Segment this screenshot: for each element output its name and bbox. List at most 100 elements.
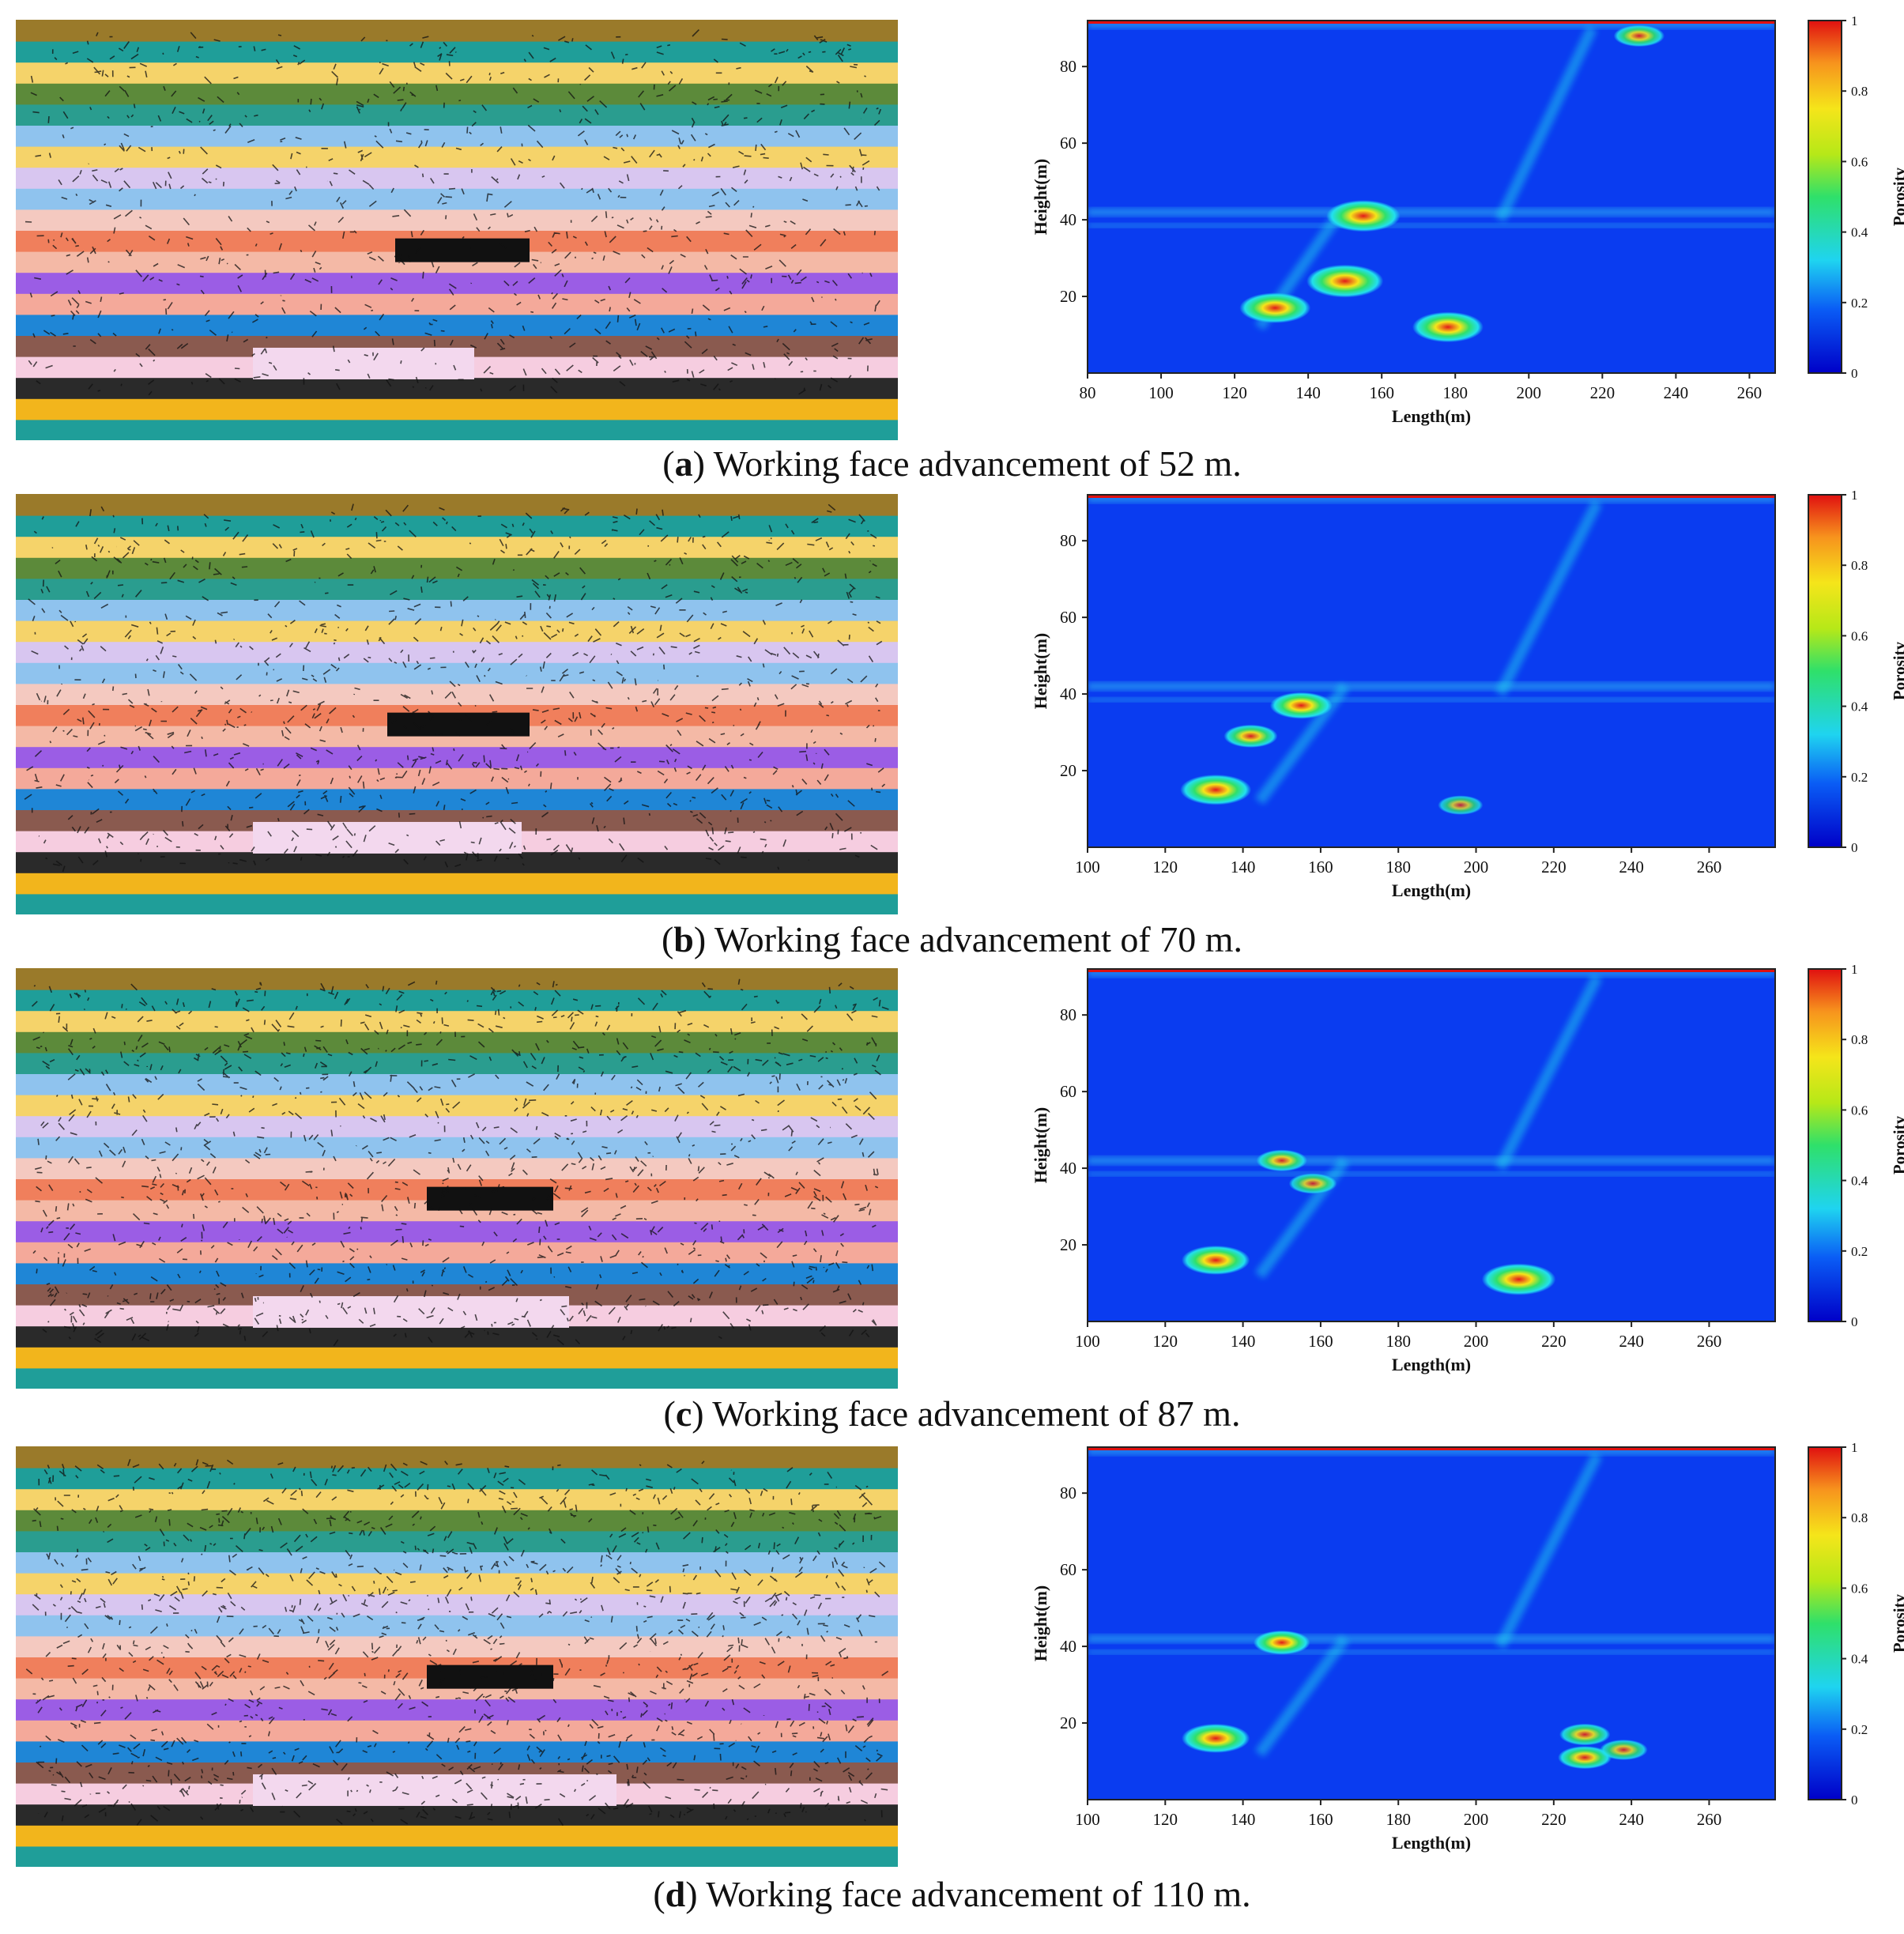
strata-layer — [16, 40, 898, 63]
strata-layer — [16, 271, 898, 294]
strata-layer — [16, 166, 898, 189]
strata-layer — [16, 1487, 898, 1510]
x-tick-label: 200 — [1464, 1810, 1489, 1829]
x-tick-label: 240 — [1619, 1810, 1644, 1829]
porosity-peak — [1558, 1746, 1612, 1770]
colorbar-label: Porosity — [1890, 1115, 1904, 1174]
fracture-trace — [1495, 974, 1603, 1171]
x-tick-label: 260 — [1697, 858, 1722, 877]
caption-text: Working face advancement of 52 m. — [713, 443, 1242, 484]
bedding-band — [1088, 682, 1775, 691]
x-axis-label: Length(m) — [1392, 406, 1471, 426]
strata-layer — [16, 208, 898, 231]
strata-layer — [16, 1571, 898, 1595]
colorbar-label: Porosity — [1890, 641, 1904, 700]
colorbar-tick-label: 0 — [1851, 1314, 1858, 1329]
x-tick-label: 100 — [1075, 858, 1100, 877]
colorbar-tick-label: 0.6 — [1851, 1581, 1868, 1596]
numerical-model-image — [16, 1446, 898, 1867]
x-tick-label: 120 — [1153, 858, 1178, 877]
colorbar-tick-label: 1 — [1851, 488, 1858, 503]
strata-layer — [16, 1073, 898, 1095]
plot-frame — [1087, 968, 1776, 1322]
colorbar-tick-label: 0.6 — [1851, 154, 1868, 169]
plot-frame — [1087, 1446, 1776, 1800]
strata-layer — [16, 1240, 898, 1264]
strata-layer — [16, 20, 898, 42]
strata-layer — [16, 1135, 898, 1159]
strata-layer — [16, 1009, 898, 1032]
surface-band — [1088, 1447, 1775, 1450]
colorbar-label: Porosity — [1890, 1593, 1904, 1653]
colorbar-tick-label: 0.4 — [1851, 225, 1868, 240]
porosity-heatmap-plot: 100 120 140 160 180 200 220 240 260 20 40 60 80 Lengt… — [1018, 962, 1904, 1407]
x-tick-label: 220 — [1541, 1332, 1567, 1351]
x-tick-label: 120 — [1153, 1332, 1178, 1351]
x-tick-label: 240 — [1619, 1332, 1644, 1351]
collapse-zone — [253, 347, 474, 379]
strata-layer — [16, 968, 898, 990]
porosity-peak — [1182, 1245, 1250, 1275]
x-tick-label: 140 — [1231, 1810, 1256, 1829]
bedding-band — [1088, 697, 1775, 702]
plot-frame — [1087, 20, 1776, 374]
y-tick-label: 60 — [1060, 608, 1076, 627]
colorbar — [1808, 20, 1842, 374]
porosity-heatmap-plot: 100 120 140 160 180 200 220 240 260 20 40 60 80 Lengt… — [1018, 1440, 1904, 1885]
fracture-trace — [1254, 1635, 1350, 1758]
strata-layer — [16, 1261, 898, 1284]
strata-layer — [16, 292, 898, 315]
strata-layer — [16, 1593, 898, 1615]
strata-layer — [16, 988, 898, 1012]
x-tick-label: 200 — [1464, 1332, 1489, 1351]
caption-letter: a — [674, 443, 693, 484]
goaf-block — [387, 712, 530, 737]
x-tick-label: 200 — [1464, 858, 1489, 877]
bedding-band — [1088, 1156, 1775, 1165]
bedding-band — [1088, 1634, 1775, 1643]
x-tick-label: 120 — [1222, 383, 1247, 402]
strata-layer — [16, 850, 898, 873]
x-tick-label: 160 — [1308, 1332, 1333, 1351]
porosity-peak — [1326, 200, 1401, 232]
caption-letter: d — [665, 1874, 686, 1914]
x-tick-label: 220 — [1541, 1810, 1567, 1829]
colorbar — [1808, 1446, 1842, 1800]
bedding-band — [1088, 1447, 1775, 1455]
x-tick-label: 100 — [1148, 383, 1174, 402]
y-tick-label: 80 — [1060, 531, 1076, 550]
x-tick-label: 160 — [1308, 858, 1333, 877]
x-tick-label: 220 — [1590, 383, 1616, 402]
panel-caption: (c) Working face advancement of 87 m. — [663, 1393, 1241, 1434]
bedding-band — [1088, 1171, 1775, 1176]
porosity-peak — [1613, 25, 1665, 47]
strata-layer — [16, 397, 898, 420]
x-tick-label: 260 — [1697, 1332, 1722, 1351]
colorbar-tick-label: 0.2 — [1851, 1722, 1868, 1737]
colorbar — [1808, 494, 1842, 848]
x-tick-label: 240 — [1664, 383, 1689, 402]
y-tick-label: 40 — [1060, 210, 1076, 229]
fracture-network — [31, 978, 889, 1347]
colorbar-tick-label: 0.4 — [1851, 1174, 1868, 1189]
plot-frame — [1087, 494, 1776, 848]
y-tick-label: 40 — [1060, 1637, 1076, 1656]
strata-layer — [16, 1718, 898, 1742]
strata-model — [16, 20, 898, 440]
strata-layer — [16, 124, 898, 147]
colorbar-tick-label: 0.8 — [1851, 558, 1868, 573]
strata-layer — [16, 1740, 898, 1762]
strata-layer — [16, 577, 898, 600]
strata-layer — [16, 1051, 898, 1074]
strata-model — [16, 968, 898, 1389]
y-tick-label: 60 — [1060, 1560, 1076, 1579]
panel-a: 80 100 120 140 160 180 200 220 240 260 20 40 60 80 Len… — [0, 13, 1904, 490]
collapse-zone — [253, 1295, 569, 1328]
colorbar-tick-label: 0.2 — [1851, 1244, 1868, 1259]
goaf-block — [427, 1664, 553, 1689]
y-axis-label: Height(m) — [1031, 633, 1050, 710]
colorbar-tick-label: 0.4 — [1851, 699, 1868, 714]
strata-layer — [16, 1698, 898, 1721]
surface-band — [1088, 495, 1775, 498]
collapse-zone — [253, 1774, 616, 1806]
